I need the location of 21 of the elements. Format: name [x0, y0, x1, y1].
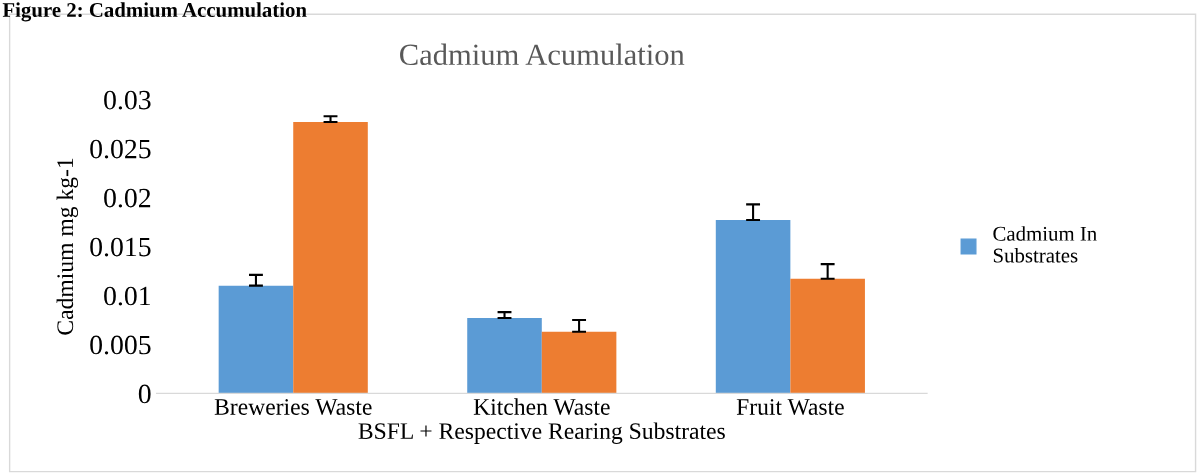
bar [293, 122, 368, 394]
bar [218, 285, 294, 394]
x-tick-label: Breweries Waste [214, 399, 372, 416]
bar [790, 278, 865, 394]
bar [541, 331, 617, 394]
y-tick-label: 0.015 [90, 237, 151, 257]
y-tick-label: 0.03 [104, 90, 151, 110]
x-tick-label: Fruit Waste [736, 399, 844, 416]
bar [467, 317, 542, 394]
y-tick-label: 0.025 [90, 139, 151, 159]
caption: Figure 2: Cadmium Accumulation [2, 2, 307, 22]
y-tick-label: 0.01 [104, 286, 150, 306]
x-tick-label: Kitchen Waste [473, 398, 610, 416]
chart-title: Cadmium Acumulation [400, 43, 685, 66]
y-axis-title: Cadmium mg kg-1 [56, 158, 79, 335]
y-tick-label: 0.02 [104, 188, 151, 208]
legend-label: Cadmium In Substrates [993, 226, 1097, 263]
x-axis-title: BSFL + Respective Rearing Substrates [358, 422, 725, 444]
y-tick-label: 0 [138, 384, 151, 404]
bar [715, 220, 791, 394]
y-tick-label: 0.005 [90, 335, 151, 355]
